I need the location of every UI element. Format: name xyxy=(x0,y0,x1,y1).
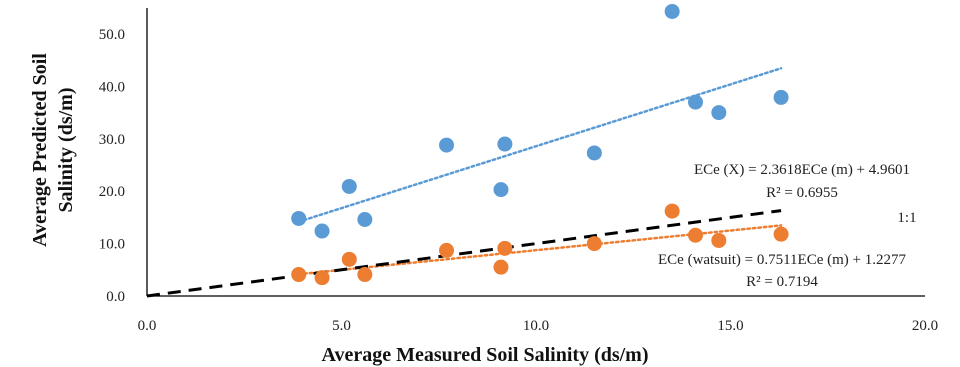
data-point-series-1 xyxy=(711,105,727,121)
y-axis-title-line-2: Salinity (ds/m) xyxy=(55,87,77,212)
data-point-series-2 xyxy=(439,242,455,258)
r-squared-label-watsuit: R² = 0.7194 xyxy=(746,274,818,290)
r-squared-label-x: R² = 0.6955 xyxy=(766,185,838,201)
data-points xyxy=(291,3,789,286)
trendline-series-1 xyxy=(297,67,783,223)
data-point-series-2 xyxy=(497,240,513,256)
reference-line-label: 1:1 xyxy=(897,210,916,226)
data-point-series-2 xyxy=(664,203,680,219)
x-tick-label: 5.0 xyxy=(332,318,351,334)
x-axis-title: Average Measured Soil Salinity (ds/m) xyxy=(321,344,648,366)
y-axis-title: Average Predicted Soil Salinity (ds/m) xyxy=(29,53,77,247)
data-point-series-2 xyxy=(357,267,373,283)
equation-label-x: ECe (X) = 2.3618ECe (m) + 4.9601 xyxy=(694,162,910,178)
data-point-series-1 xyxy=(314,223,330,239)
x-tick-label: 15.0 xyxy=(717,318,743,334)
data-point-series-2 xyxy=(291,267,307,283)
reference-line-group xyxy=(146,209,782,298)
data-point-series-1 xyxy=(497,136,513,152)
y-tick-label: 30.0 xyxy=(99,132,125,148)
data-point-series-2 xyxy=(711,232,727,248)
data-point-series-1 xyxy=(493,182,509,198)
one-to-one-reference-line xyxy=(146,209,782,298)
y-axis-title-line-1: Average Predicted Soil xyxy=(29,53,51,247)
data-point-series-1 xyxy=(439,137,455,153)
data-point-series-2 xyxy=(586,236,602,252)
data-point-series-2 xyxy=(493,259,509,275)
data-point-series-2 xyxy=(314,270,330,286)
x-tick-label: 20.0 xyxy=(912,318,938,334)
axes xyxy=(146,8,925,297)
y-tick-label: 50.0 xyxy=(99,27,125,43)
y-tick-label: 40.0 xyxy=(99,79,125,95)
equation-label-watsuit: ECe (watsuit) = 0.7511ECe (m) + 1.2277 xyxy=(658,252,906,268)
tick-labels: 0.0 5.0 10.0 15.0 20.0 0.0 10.0 20.0 30.0 40.0 50.… xyxy=(99,27,938,334)
y-tick-label: 10.0 xyxy=(99,237,125,253)
x-tick-label: 0.0 xyxy=(138,318,157,334)
y-tick-label: 20.0 xyxy=(99,184,125,200)
data-point-series-1 xyxy=(357,211,373,227)
data-point-series-1 xyxy=(664,3,680,19)
data-point-series-1 xyxy=(687,94,703,110)
data-point-series-2 xyxy=(773,226,789,242)
data-point-series-1 xyxy=(341,178,357,194)
data-point-series-1 xyxy=(291,210,307,226)
data-point-series-1 xyxy=(773,89,789,105)
data-point-series-2 xyxy=(341,251,357,267)
data-point-series-2 xyxy=(687,227,703,243)
x-tick-label: 10.0 xyxy=(523,318,549,334)
data-point-series-1 xyxy=(586,145,602,161)
y-tick-label: 0.0 xyxy=(106,289,125,305)
